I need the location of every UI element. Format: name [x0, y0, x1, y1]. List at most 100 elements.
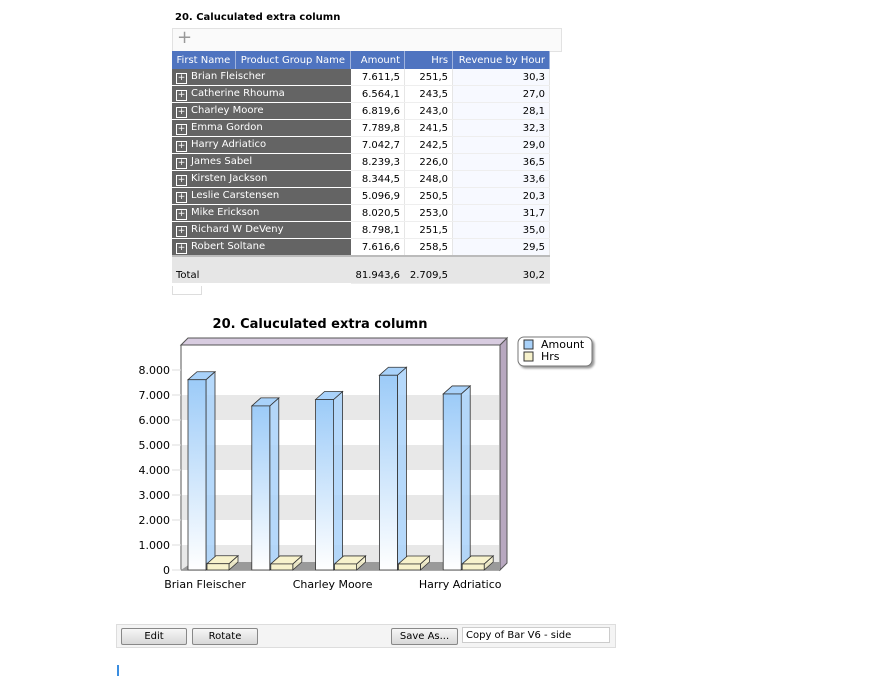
- row-name: Mike Erickson: [191, 206, 260, 218]
- bar: [187, 379, 207, 571]
- row-name: Brian Fleischer: [191, 70, 266, 82]
- amount-cell: 6.819,6: [350, 102, 406, 120]
- revenue-cell: 31,7: [452, 204, 550, 222]
- chart: 20. Caluculated extra column 0 1.000 2.000…: [139, 317, 593, 591]
- expand-icon[interactable]: +: [176, 225, 187, 237]
- add-icon[interactable]: +: [177, 27, 193, 48]
- chart-title: 20. Caluculated extra column: [213, 317, 428, 332]
- legend-swatch: [523, 351, 534, 362]
- expand-icon[interactable]: +: [176, 123, 187, 135]
- revenue-cell: 28,1: [452, 102, 550, 120]
- y-tick-label: 3.000: [139, 489, 171, 502]
- chart-controls: Edit Rotate Save As... Copy of Bar V6 - …: [116, 624, 616, 648]
- hrs-cell: 226,0: [404, 153, 454, 171]
- amount-cell: 7.042,7: [350, 136, 406, 154]
- expand-icon[interactable]: +: [176, 106, 187, 118]
- total-row: Total 81.943,6 2.709,5 30,2: [172, 255, 550, 284]
- data-row: + James Sabel 8.239,3 226,0 36,5: [172, 153, 550, 171]
- data-row: + Kirsten Jackson 8.344,5 248,0 33,6: [172, 170, 550, 188]
- name-cell: + Harry Adriatico: [172, 136, 351, 154]
- hrs-cell: 243,0: [404, 102, 454, 120]
- row-name: Richard W DeVeny: [191, 223, 284, 235]
- revenue-cell: 29,5: [452, 238, 550, 257]
- bar: [334, 563, 358, 571]
- hrs-cell: 241,5: [404, 119, 454, 137]
- total-revenue: 30,2: [452, 255, 550, 284]
- y-tick-label: 8.000: [139, 364, 171, 377]
- revenue-cell: 20,3: [452, 187, 550, 205]
- legend-box: [517, 336, 593, 367]
- hrs-cell: 242,5: [404, 136, 454, 154]
- x-tick-label: Harry Adriatico: [419, 578, 502, 591]
- column-header[interactable]: Amount: [350, 51, 406, 69]
- hrs-cell: 248,0: [404, 170, 454, 188]
- amount-cell: 8.239,3: [350, 153, 406, 171]
- x-tick-label: Brian Fleischer: [164, 578, 246, 591]
- x-tick-label: Charley Moore: [293, 578, 373, 591]
- expand-icon[interactable]: +: [176, 89, 187, 101]
- save-name-input[interactable]: Copy of Bar V6 - side: [462, 627, 610, 643]
- expand-icon[interactable]: +: [176, 72, 187, 84]
- total-amount: 81.943,6: [350, 255, 406, 284]
- revenue-cell: 32,3: [452, 119, 550, 137]
- column-header[interactable]: Product Group Name: [235, 51, 352, 69]
- pivot-table: First Name Product Group Name Amount Hrs Rev…: [172, 51, 550, 284]
- data-row: + Catherine Rhouma 6.564,1 243,5 27,0: [172, 85, 550, 103]
- column-header[interactable]: Hrs: [404, 51, 454, 69]
- expand-icon[interactable]: +: [176, 208, 187, 220]
- name-cell: + Emma Gordon: [172, 119, 351, 137]
- y-tick-label: 4.000: [139, 464, 171, 477]
- revenue-cell: 36,5: [452, 153, 550, 171]
- amount-cell: 6.564,1: [350, 85, 406, 103]
- bar: [251, 405, 271, 571]
- row-name: Catherine Rhouma: [191, 87, 285, 99]
- amount-cell: 7.616,6: [350, 238, 406, 257]
- data-row: + Charley Moore 6.819,6 243,0 28,1: [172, 102, 550, 120]
- row-name: Leslie Carstensen: [191, 189, 280, 201]
- bar-side: [460, 385, 471, 571]
- data-row: + Harry Adriatico 7.042,7 242,5 29,0: [172, 136, 550, 154]
- row-name: James Sabel: [191, 155, 253, 167]
- bar-side: [396, 366, 407, 571]
- y-tick-label: 7.000: [139, 389, 171, 402]
- column-header[interactable]: Revenue by Hour: [452, 51, 550, 69]
- legend-label: Hrs: [541, 350, 560, 363]
- hrs-cell: 253,0: [404, 204, 454, 222]
- hrs-cell: 243,5: [404, 85, 454, 103]
- name-cell: + Robert Soltane: [172, 238, 351, 257]
- expand-icon[interactable]: +: [176, 157, 187, 169]
- name-cell: + Richard W DeVeny: [172, 221, 351, 239]
- revenue-cell: 33,6: [452, 170, 550, 188]
- edit-button[interactable]: Edit: [121, 628, 187, 645]
- bar: [270, 563, 294, 571]
- expand-icon[interactable]: +: [176, 242, 187, 254]
- name-cell: + Leslie Carstensen: [172, 187, 351, 205]
- rotate-button[interactable]: Rotate: [192, 628, 258, 645]
- grid-toolbar: +: [172, 27, 562, 52]
- table-tab: [172, 286, 202, 295]
- column-header[interactable]: First Name: [172, 51, 236, 69]
- save-as-button[interactable]: Save As...: [391, 628, 458, 645]
- hrs-cell: 250,5: [404, 187, 454, 205]
- row-name: Robert Soltane: [191, 240, 266, 252]
- expand-icon[interactable]: +: [176, 140, 187, 152]
- row-name: Harry Adriatico: [191, 138, 267, 150]
- bar: [206, 563, 230, 571]
- report-title: 20. Caluculated extra column: [175, 12, 341, 23]
- bar-side: [333, 390, 344, 571]
- amount-cell: 8.798,1: [350, 221, 406, 239]
- row-name: Charley Moore: [191, 104, 264, 116]
- expand-icon[interactable]: +: [176, 174, 187, 186]
- hrs-cell: 258,5: [404, 238, 454, 257]
- revenue-cell: 29,0: [452, 136, 550, 154]
- name-cell: + James Sabel: [172, 153, 351, 171]
- bar: [397, 563, 421, 571]
- y-tick-label: 1.000: [139, 539, 171, 552]
- amount-cell: 5.096,9: [350, 187, 406, 205]
- hrs-cell: 251,5: [404, 221, 454, 239]
- frame-top: [179, 337, 509, 346]
- bar: [315, 399, 335, 571]
- bar: [442, 393, 462, 571]
- expand-icon[interactable]: +: [176, 191, 187, 203]
